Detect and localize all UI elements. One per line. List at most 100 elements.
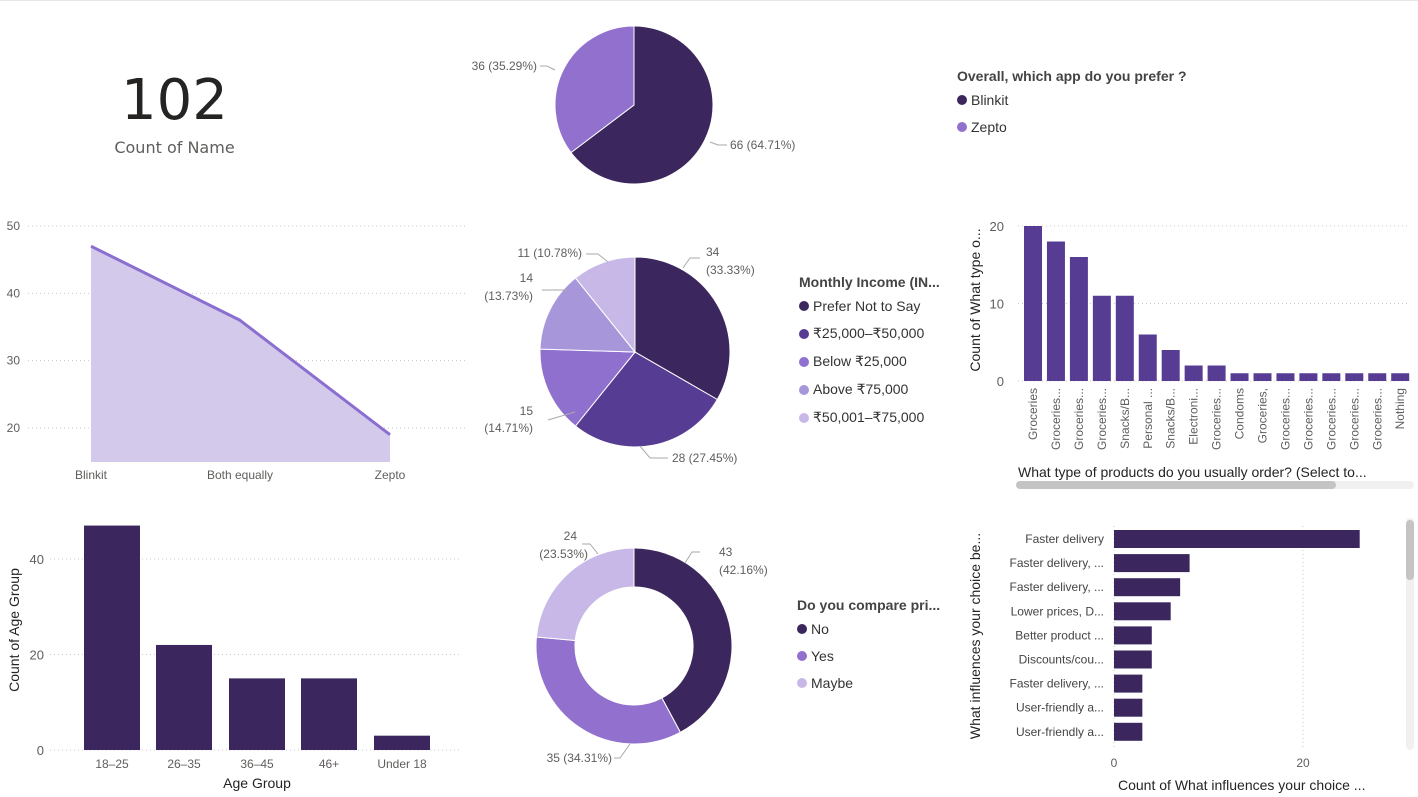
legend-label: Blinkit [971, 92, 1009, 108]
data-label: 14 [520, 271, 534, 285]
app-preference-legend: Overall, which app do you prefer ? Blink… [957, 68, 1187, 135]
x-tick-label: Both equally [207, 468, 273, 482]
data-label: 66 (64.71%) [730, 138, 795, 152]
x-tick-label: 26–35 [167, 757, 201, 771]
legend-item-no[interactable]: No [797, 621, 940, 637]
products-bar-chart: 20 10 0 Count of What type o... Groceries Gro… [967, 219, 1410, 480]
x-tick-label: Groceries... [1324, 388, 1338, 450]
kpi-value: 102 [121, 68, 228, 133]
data-label: 11 (10.78%) [518, 246, 582, 260]
y-tick-label: 40 [7, 286, 21, 300]
app-preference-pie-chart: 66 (64.71%) 36 (35.29%) [472, 25, 795, 185]
legend-title: Overall, which app do you prefer ? [957, 68, 1187, 84]
x-tick-label: 46+ [319, 757, 339, 771]
legend-item-above-75k[interactable]: Above ₹75,000 [799, 381, 940, 398]
x-tick-label: Electroni... [1187, 388, 1201, 445]
legend-dot [797, 624, 807, 634]
leader-line [540, 65, 556, 71]
x-tick-label: 20 [1296, 756, 1310, 770]
age-group-bar-chart: 40 20 0 Count of Age Group 18–25 26–35 36–45 46… [6, 525, 462, 791]
legend-item-blinkit[interactable]: Blinkit [957, 92, 1187, 108]
leader-line [614, 743, 631, 759]
area-chart: 50 40 30 20 Blinkit Both equally Zepto [7, 219, 465, 482]
legend-item-zepto[interactable]: Zepto [957, 119, 1187, 135]
legend-item-yes[interactable]: Yes [797, 648, 940, 664]
income-legend: Monthly Income (IN... Prefer Not to Say … [799, 274, 940, 426]
bar-14 [1345, 373, 1364, 381]
leader-line [684, 551, 700, 564]
x-axis-title: What type of products do you usually ord… [1018, 464, 1367, 480]
data-label: (42.16%) [719, 563, 768, 577]
legend-dot [799, 356, 809, 367]
pie-slice-0 [633, 547, 733, 734]
x-tick-label: Groceries... [1072, 388, 1086, 450]
x-tick-label: Snacks/B... [1118, 388, 1132, 449]
data-label: 24 [564, 529, 578, 543]
y-axis-title: Count of What type o... [967, 228, 983, 371]
legend-dot [797, 678, 807, 688]
vertical-scrollbar-track[interactable] [1406, 518, 1414, 750]
data-label: (33.33%) [706, 263, 755, 277]
income-pie-chart: 34 (33.33%) 28 (27.45%) 15 (14.71%) 14 (13.73%… [484, 245, 754, 465]
legend-dot [797, 651, 807, 661]
legend-label: Zepto [971, 119, 1007, 135]
data-label: (13.73%) [484, 289, 533, 303]
y-tick-label: 10 [990, 297, 1004, 312]
horizontal-scrollbar-thumb[interactable] [1016, 481, 1336, 489]
leader-line [682, 257, 700, 269]
bar-10 [1253, 373, 1272, 381]
compare-prices-donut-chart: 43 (42.16%) 35 (34.31%) 24 (23.53%) [535, 529, 768, 765]
leader-line [709, 141, 727, 146]
x-tick-label: Condoms [1233, 388, 1247, 439]
x-tick-label: 36–45 [240, 757, 274, 771]
bar-4 [1115, 295, 1134, 381]
x-tick-label: Groceries... [1210, 388, 1224, 450]
vertical-scrollbar-thumb[interactable] [1406, 520, 1414, 580]
y-tick-label: 50 [7, 219, 21, 233]
pie-slice-4 [574, 256, 636, 354]
leader-line [547, 411, 576, 421]
bar-7 [1114, 698, 1143, 717]
x-tick-label: Groceries... [1347, 388, 1361, 450]
bar-8 [1114, 722, 1143, 741]
bar-13 [1322, 373, 1341, 381]
y-tick-label: 40 [30, 552, 44, 567]
legend-title: Do you compare pri... [797, 597, 941, 613]
x-tick-label: Personal ... [1141, 388, 1155, 449]
y-tick-label: 0 [997, 374, 1004, 389]
bar-12 [1299, 373, 1318, 381]
influence-bar-chart: 0 20 What influences your choice be... Fast… [967, 526, 1365, 793]
bar-5 [1114, 650, 1152, 669]
bar-1 [1046, 241, 1065, 381]
legend-item-50k-75k[interactable]: ₹50,001–₹75,000 [799, 409, 940, 426]
y-tick-label: Lower prices, D... [1011, 604, 1104, 618]
legend-item-maybe[interactable]: Maybe [797, 675, 940, 691]
y-axis-title: What influences your choice be... [967, 533, 983, 739]
y-tick-label: Faster delivery, ... [1010, 556, 1104, 570]
x-tick-label: Groceries... [1370, 388, 1384, 450]
x-tick-label: Groceries... [1278, 388, 1292, 450]
data-label: 34 [706, 245, 720, 259]
legend-item-prefer-not[interactable]: Prefer Not to Say [799, 298, 940, 314]
y-tick-label: 0 [37, 743, 44, 758]
kpi-label: Count of Name [114, 138, 235, 157]
bar-0 [84, 525, 140, 750]
legend-item-below-25k[interactable]: Below ₹25,000 [799, 353, 940, 370]
y-tick-label: 20 [30, 648, 44, 663]
legend-item-25k-50k[interactable]: ₹25,000–₹50,000 [799, 325, 940, 342]
series-line [90, 244, 391, 436]
pie-slice-2 [535, 547, 635, 642]
bar-3 [1114, 602, 1171, 621]
data-label: 15 [520, 404, 534, 418]
legend-label: No [811, 621, 829, 637]
legend-title: Monthly Income (IN... [799, 274, 940, 290]
legend-label: Prefer Not to Say [813, 298, 921, 314]
compare-legend: Do you compare pri... No Yes Maybe [797, 597, 940, 691]
legend-label: Above ₹75,000 [813, 381, 909, 397]
x-tick-label: Snacks/B... [1164, 388, 1178, 449]
x-tick-label: Nothing [1393, 388, 1407, 429]
bar-0 [1114, 530, 1360, 548]
x-axis-title: Count of What influences your choice ... [1118, 777, 1365, 793]
pie-slice-2 [539, 348, 637, 427]
pie-slice-1 [554, 25, 635, 154]
